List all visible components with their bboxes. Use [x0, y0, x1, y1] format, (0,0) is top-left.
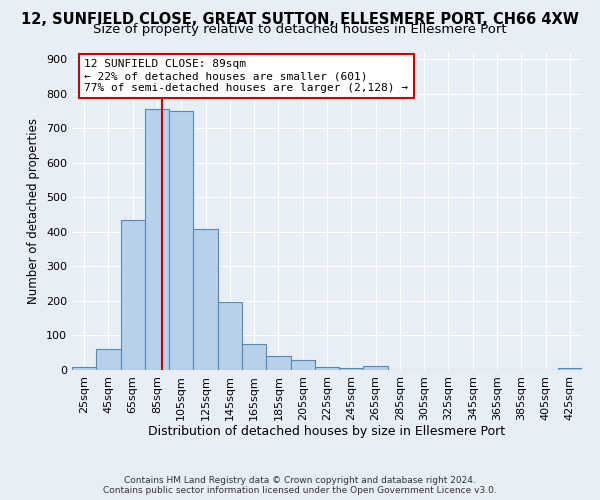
- Bar: [218, 302, 242, 370]
- X-axis label: Distribution of detached houses by size in Ellesmere Port: Distribution of detached houses by size …: [148, 426, 506, 438]
- Text: 12 SUNFIELD CLOSE: 89sqm
← 22% of detached houses are smaller (601)
77% of semi-: 12 SUNFIELD CLOSE: 89sqm ← 22% of detach…: [84, 60, 408, 92]
- Bar: [290, 360, 315, 370]
- Bar: [72, 366, 96, 370]
- Text: 12, SUNFIELD CLOSE, GREAT SUTTON, ELLESMERE PORT, CH66 4XW: 12, SUNFIELD CLOSE, GREAT SUTTON, ELLESM…: [21, 12, 579, 28]
- Bar: [96, 350, 121, 370]
- Bar: [558, 368, 582, 370]
- Text: Size of property relative to detached houses in Ellesmere Port: Size of property relative to detached ho…: [93, 22, 507, 36]
- Bar: [364, 366, 388, 370]
- Bar: [315, 366, 339, 370]
- Bar: [145, 110, 169, 370]
- Text: Contains HM Land Registry data © Crown copyright and database right 2024.
Contai: Contains HM Land Registry data © Crown c…: [103, 476, 497, 495]
- Bar: [339, 368, 364, 370]
- Y-axis label: Number of detached properties: Number of detached properties: [28, 118, 40, 304]
- Bar: [121, 220, 145, 370]
- Bar: [266, 356, 290, 370]
- Bar: [169, 111, 193, 370]
- Bar: [193, 228, 218, 370]
- Bar: [242, 344, 266, 370]
